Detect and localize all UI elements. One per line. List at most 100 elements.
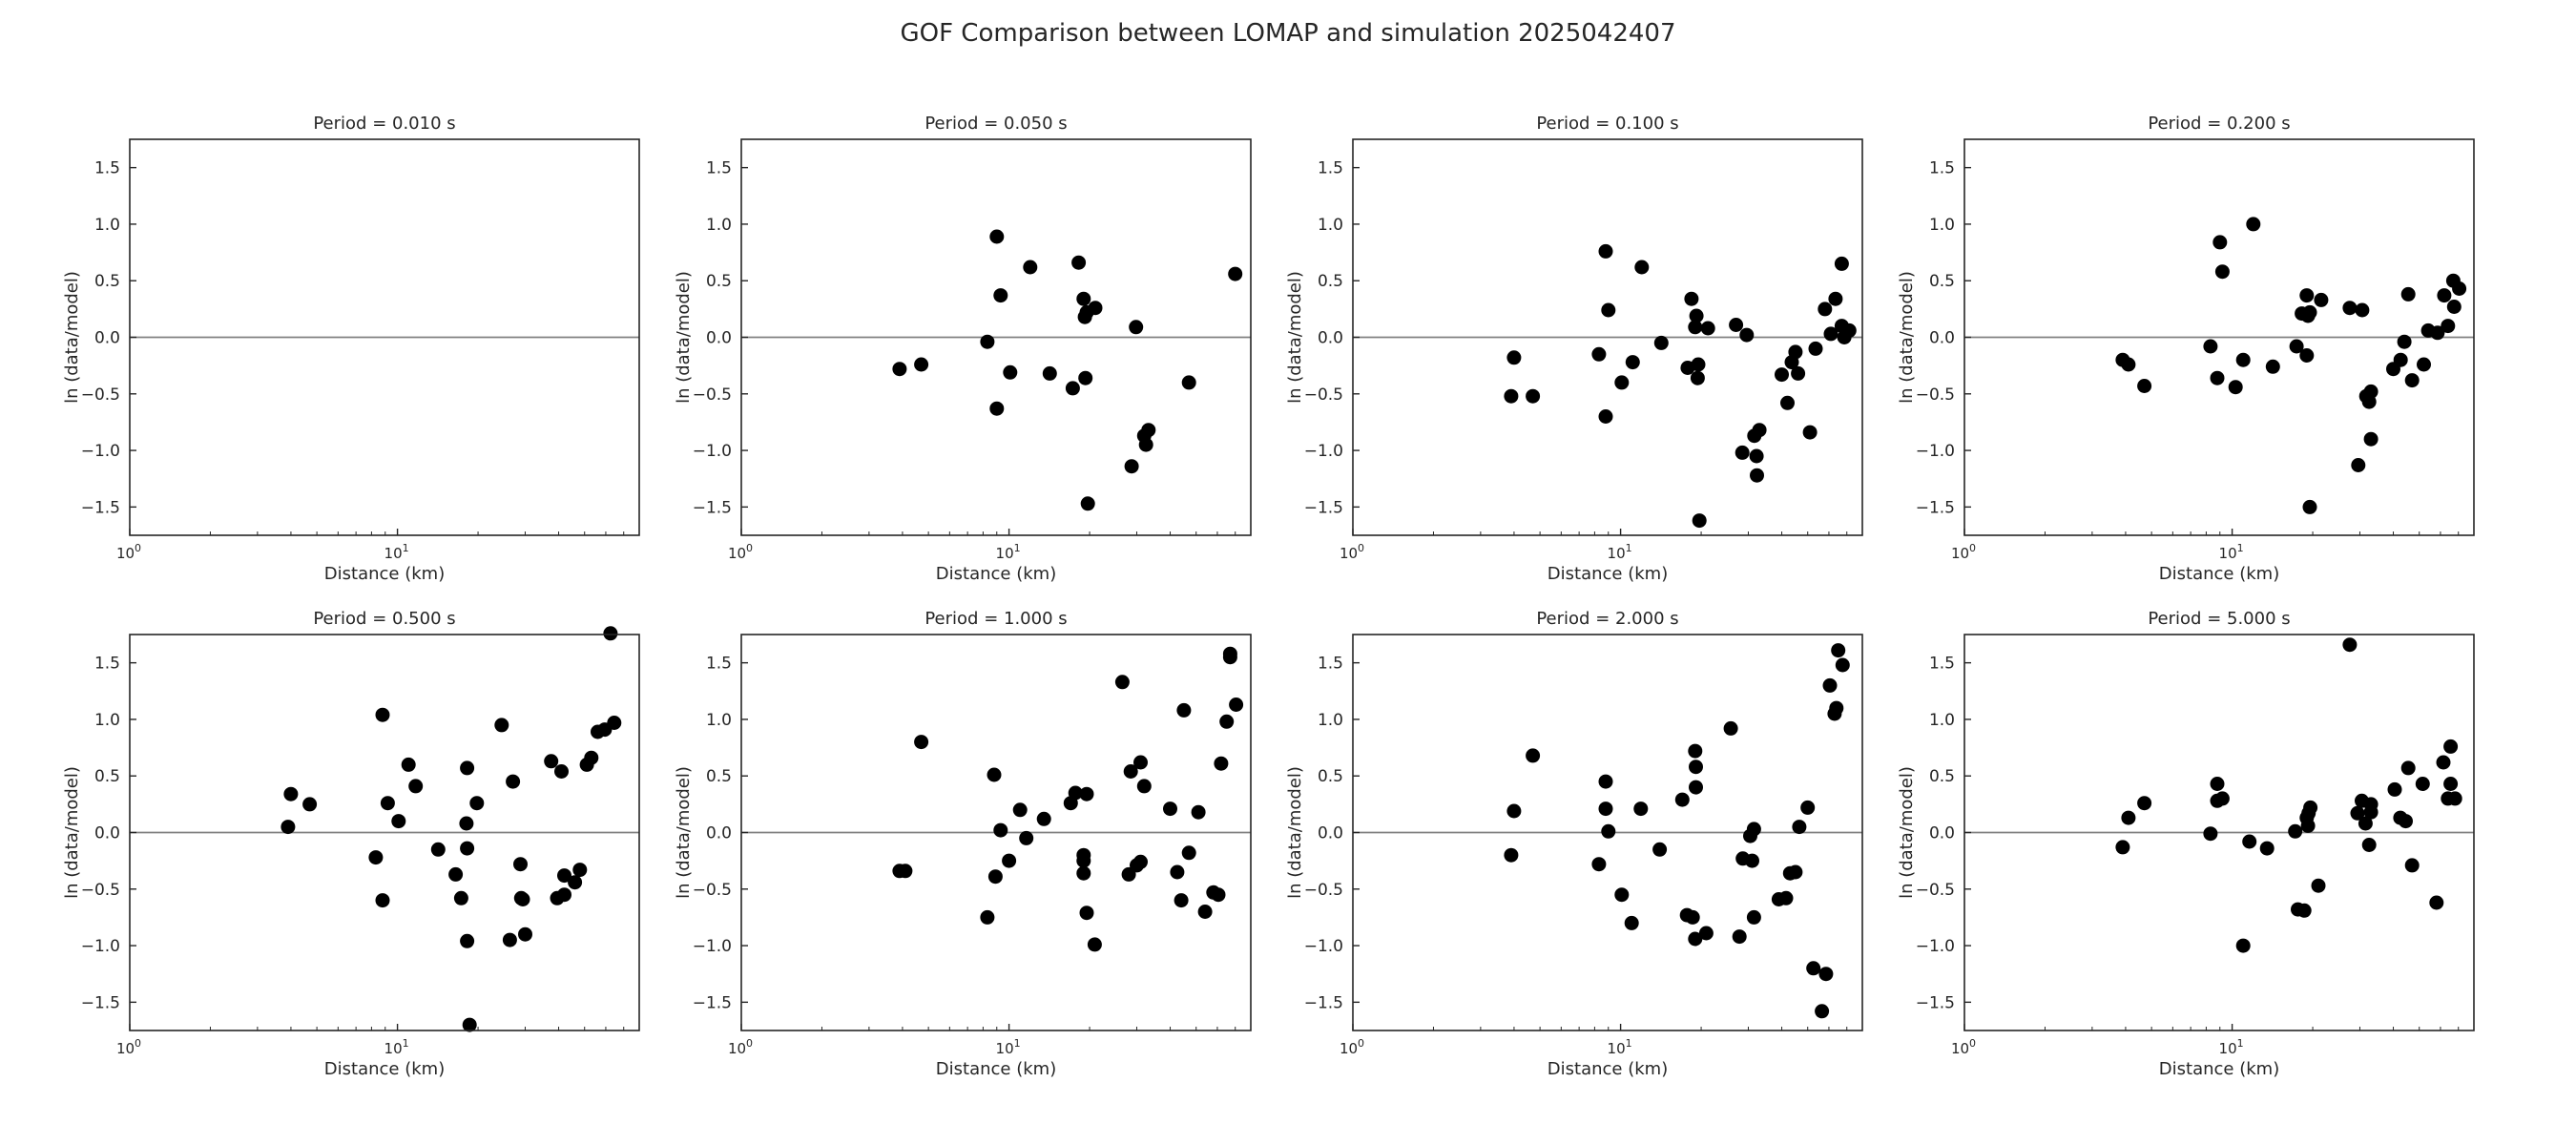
data-point [572, 863, 588, 878]
data-point [2393, 352, 2408, 367]
data-point [283, 786, 299, 802]
y-tick-label: 0.0 [94, 824, 120, 843]
y-tick-label: 0.0 [1318, 824, 1343, 843]
data-point [453, 890, 468, 906]
subplot: −1.5 −1.0 −0.5 0.0 0.5 1.0 1.5 100 101 Period = 0… [1897, 114, 2475, 584]
y-tick-label: −0.5 [1304, 881, 1343, 900]
data-point [2235, 352, 2251, 367]
data-point [1078, 370, 1093, 385]
data-point [1504, 388, 1519, 404]
data-point [1831, 643, 1846, 658]
data-point [1674, 792, 1690, 807]
data-point [980, 909, 995, 925]
y-tick-label: −1.5 [81, 498, 120, 517]
subplot: −1.5 −1.0 −0.5 0.0 0.5 1.0 1.5 100 101 Period = 2… [1285, 609, 1863, 1079]
y-tick-label: 0.5 [1318, 272, 1343, 291]
data-point [2259, 841, 2275, 856]
data-point [2137, 379, 2152, 393]
data-point [2246, 217, 2261, 232]
data-point [1197, 905, 1213, 919]
y-tick-label: 1.0 [1318, 711, 1343, 730]
y-tick-label: 0.0 [1929, 329, 1955, 348]
data-point [2314, 292, 2329, 307]
data-point [584, 750, 599, 765]
x-tick-label: 101 [384, 542, 409, 562]
y-tick-label: 1.5 [1929, 655, 1955, 674]
data-point [2399, 814, 2413, 829]
data-point [1746, 909, 1761, 925]
y-tick-label: 0.5 [1929, 767, 1955, 786]
y-tick-label: −1.5 [1916, 993, 1955, 1012]
y-tick-label: 0.0 [1929, 824, 1955, 843]
data-point [1079, 906, 1094, 921]
y-axis-label: ln (data/model) [1285, 766, 1305, 899]
data-point [1788, 864, 1803, 880]
x-tick-label: 101 [996, 542, 1021, 562]
x-tick-label: 100 [728, 542, 753, 562]
data-point [2363, 431, 2379, 447]
data-point [1685, 909, 1700, 925]
data-point [1745, 853, 1759, 868]
y-tick-label: 1.5 [1318, 159, 1343, 178]
y-axis-label: ln (data/model) [1285, 271, 1305, 404]
subplot-title: Period = 0.010 s [313, 114, 455, 134]
data-point [2429, 895, 2444, 910]
data-point [1504, 847, 1519, 863]
x-tick-label: 101 [1608, 1037, 1632, 1057]
x-tick-label: 100 [1951, 1037, 1976, 1057]
data-point [1079, 786, 1094, 802]
y-tick-label: −0.5 [81, 385, 120, 405]
data-point [513, 857, 528, 872]
data-point [1691, 357, 1706, 372]
data-point [1114, 675, 1130, 690]
data-point [1624, 915, 1639, 930]
data-point [914, 735, 929, 750]
data-point [1076, 853, 1091, 868]
data-point [914, 357, 929, 372]
data-point [1815, 1004, 1830, 1019]
subplot-title: Period = 0.050 s [924, 114, 1067, 134]
data-point [1829, 700, 1844, 716]
y-tick-label: −1.5 [1304, 993, 1343, 1012]
data-point [1700, 321, 1715, 336]
data-point [502, 932, 517, 947]
data-point [2404, 858, 2420, 873]
data-point [1780, 395, 1795, 410]
data-point [1634, 260, 1650, 275]
data-point [1191, 804, 1206, 820]
data-point [603, 626, 618, 641]
subplot-title: Period = 1.000 s [924, 609, 1067, 629]
data-point [1750, 468, 1764, 483]
data-point [1828, 291, 1843, 306]
y-tick-label: 1.5 [1318, 655, 1343, 674]
data-point [898, 864, 913, 879]
data-point [1732, 929, 1747, 945]
data-point [1598, 774, 1613, 789]
x-tick-label: 101 [1608, 542, 1632, 562]
data-point [391, 814, 406, 829]
data-point [2121, 357, 2136, 372]
data-point [2417, 357, 2431, 372]
data-point [462, 1017, 477, 1032]
data-point [375, 893, 390, 908]
data-point [2441, 319, 2456, 334]
subplot: −1.5 −1.0 −0.5 0.0 0.5 1.0 1.5 100 101 Period = 0… [1285, 114, 1863, 584]
data-point [448, 866, 464, 882]
subplot-title: Period = 0.500 s [313, 609, 455, 629]
x-tick-label: 100 [1951, 542, 1976, 562]
data-point [1506, 803, 1522, 819]
y-tick-label: 1.0 [706, 711, 732, 730]
data-point [460, 841, 475, 856]
y-tick-label: 1.0 [94, 216, 120, 235]
data-point [2400, 286, 2416, 302]
data-point [1506, 350, 1522, 365]
data-point [2214, 264, 2230, 280]
data-point [1012, 802, 1028, 818]
data-point [1176, 702, 1192, 718]
data-point [1735, 445, 1750, 460]
data-point [1692, 513, 1707, 529]
y-tick-label: −1.0 [1304, 937, 1343, 956]
data-point [1065, 381, 1080, 396]
data-point [1739, 327, 1755, 343]
data-point [1614, 887, 1630, 903]
